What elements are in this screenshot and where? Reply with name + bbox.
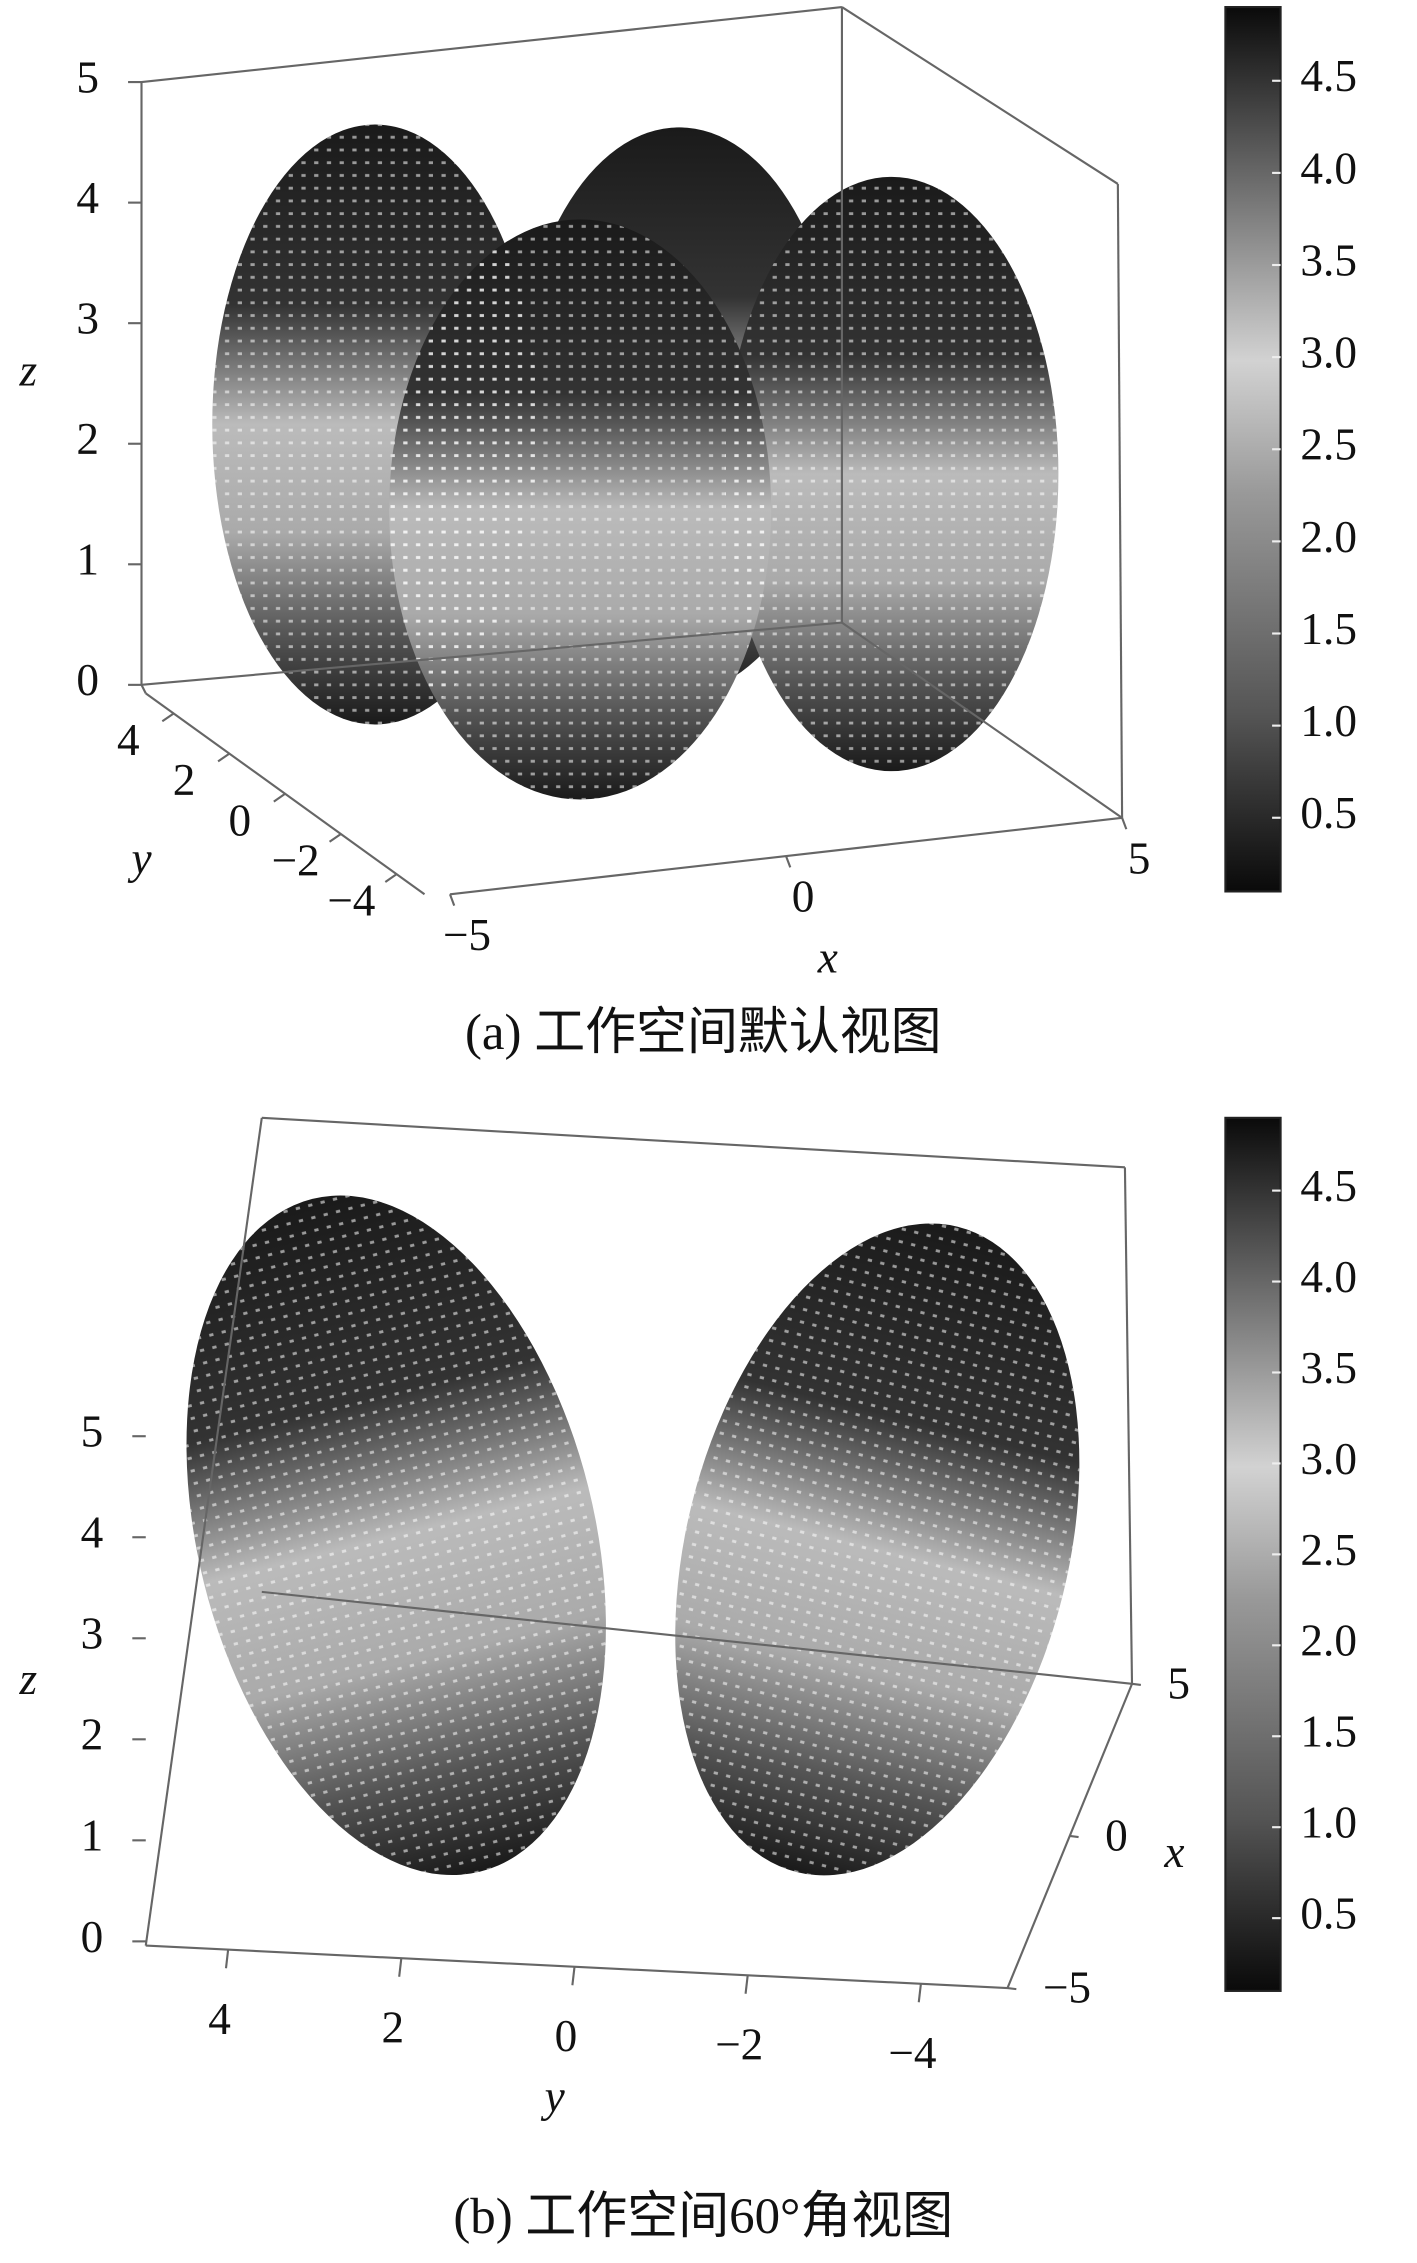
box-edge: [141, 6, 843, 84]
x-tick-label: 5: [1167, 1658, 1190, 1708]
y-tick: [571, 1966, 576, 1986]
x-tick: [448, 893, 456, 906]
y-tick: [161, 712, 175, 723]
y-tick-label: 2: [173, 755, 196, 805]
y-tick-label: 0: [229, 795, 252, 845]
x-tick-label: −5: [443, 910, 491, 960]
y-tick: [917, 1983, 922, 2003]
colorbar-tick-label: 2.0: [1300, 512, 1357, 562]
box-edge: [261, 1116, 1125, 1169]
box-edge: [1123, 1167, 1134, 1684]
y-tick-label: −4: [888, 2028, 936, 2078]
caption: (a) 工作空间默认视图: [465, 1005, 942, 1061]
x-tick: [1131, 1682, 1141, 1686]
colorbar-tick-label: 1.0: [1300, 1798, 1357, 1848]
y-tick: [384, 873, 398, 883]
colorbar-tick-label: 4.5: [1300, 51, 1357, 101]
colorbar-tick-label: 2.0: [1300, 1616, 1357, 1666]
z-tick-label: 4: [76, 173, 99, 223]
y-tick-label: 0: [555, 2011, 578, 2061]
y-tick-label: 4: [208, 1994, 231, 2044]
y-tick-label: 2: [381, 2002, 404, 2052]
z-tick-label: 3: [76, 294, 99, 344]
z-axis-label: z: [18, 1654, 37, 1704]
z-axis-label: z: [18, 345, 37, 395]
z-tick-label: 0: [81, 1912, 104, 1962]
colorbar-tick-label: 1.0: [1300, 696, 1357, 746]
z-tick-label: 0: [76, 655, 99, 705]
x-tick-label: 0: [792, 872, 815, 922]
z-tick-label: 1: [81, 1811, 104, 1861]
colorbar-tick-label: 0.5: [1300, 788, 1357, 838]
x-tick: [785, 855, 792, 868]
z-tick-label: 5: [76, 52, 99, 102]
colorbar-tick-label: 3.0: [1300, 1434, 1357, 1484]
y-axis-label: y: [541, 2072, 566, 2122]
box-edge: [1116, 183, 1124, 818]
colorbar-tick-label: 1.5: [1300, 1707, 1357, 1757]
y-tick-label: −2: [715, 2019, 763, 2069]
colorbar-tick-label: 0.5: [1300, 1889, 1357, 1939]
z-tick-label: 3: [81, 1609, 104, 1659]
colorbar-tick-label: 4.0: [1300, 143, 1357, 193]
x-tick-label: −5: [1043, 1963, 1091, 2013]
colorbar-tick-label: 2.5: [1300, 420, 1357, 470]
box-edge: [144, 1117, 263, 1946]
x-axis-label: x: [1163, 1827, 1184, 1877]
y-tick-label: −4: [327, 876, 375, 926]
x-tick: [1069, 1834, 1079, 1839]
z-tick-label: 1: [76, 535, 99, 585]
box-edge: [841, 6, 1119, 185]
y-tick: [224, 1949, 230, 1969]
box-edge: [141, 621, 843, 686]
colorbar-tick-label: 1.5: [1300, 604, 1357, 654]
y-axis-label: y: [127, 834, 152, 884]
colorbar-tick-label: 3.0: [1300, 328, 1357, 378]
point-cloud-a: [212, 124, 1059, 800]
colorbar-tick-label: 4.0: [1300, 1252, 1357, 1302]
y-tick-label: −2: [272, 836, 320, 886]
y-tick: [217, 752, 230, 763]
x-tick: [1121, 817, 1128, 830]
x-tick: [1007, 1987, 1017, 1991]
caption: (b) 工作空间60°角视图: [453, 2189, 953, 2245]
y-tick: [744, 1975, 749, 1994]
x-tick-label: 5: [1128, 834, 1151, 884]
colorbar-tick-label: 4.5: [1300, 1161, 1357, 1211]
y-tick: [398, 1958, 403, 1977]
y-tick-label: 4: [117, 715, 140, 765]
box-edge: [261, 1590, 1133, 1685]
x-tick-label: 0: [1105, 1811, 1128, 1861]
colorbar: [1224, 1116, 1282, 1992]
z-tick-label: 4: [81, 1508, 104, 1558]
box-edge: [841, 621, 1123, 819]
y-tick: [273, 792, 286, 803]
colorbar-tick-label: 3.5: [1300, 1343, 1357, 1393]
z-tick-label: 2: [76, 414, 99, 464]
z-tick-label: 5: [81, 1407, 104, 1457]
colorbar-tick-label: 3.5: [1300, 235, 1357, 285]
point-cloud-b: [186, 1195, 1080, 1876]
x-axis-label: x: [817, 933, 838, 983]
colorbar-tick-label: 2.5: [1300, 1525, 1357, 1575]
box-edge: [140, 684, 147, 694]
y-tick: [328, 833, 342, 843]
z-tick-label: 2: [81, 1710, 104, 1760]
box-edge: [145, 1944, 1008, 1990]
